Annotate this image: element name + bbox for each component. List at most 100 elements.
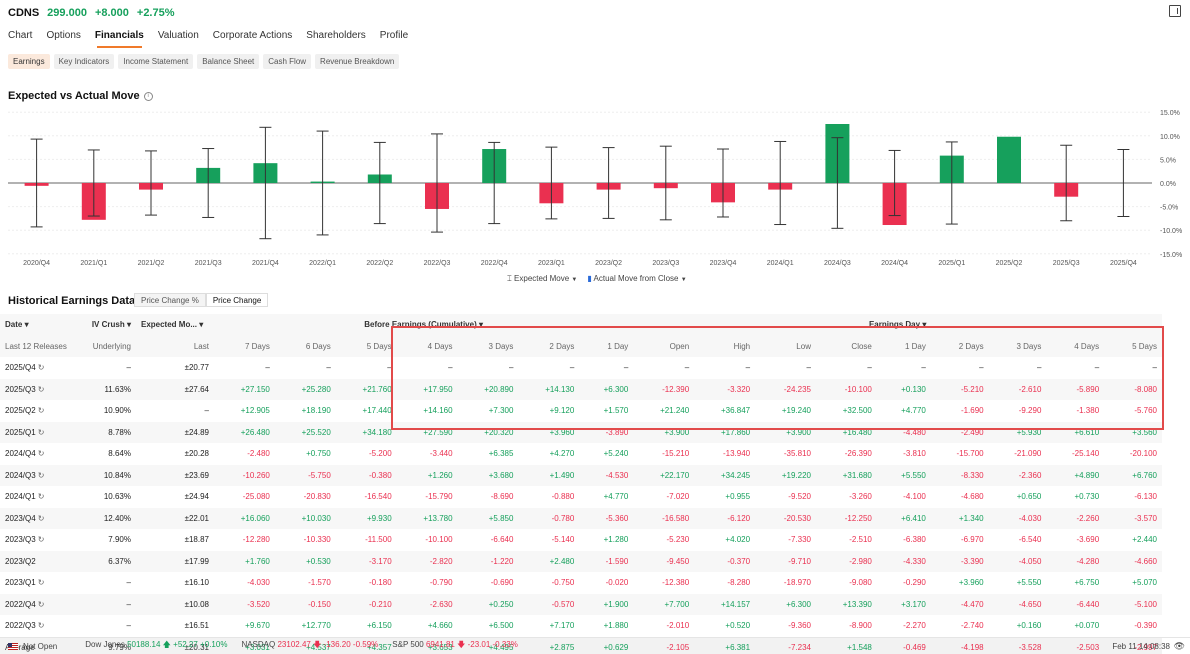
tab-profile[interactable]: Profile xyxy=(379,30,409,41)
table-row[interactable]: 2024/Q3 ↻ 10.84% ±23.69 -10.260 -5.750 -0.380 +… xyxy=(0,464,1162,486)
history-icon[interactable]: ↻ xyxy=(37,492,45,502)
table-cell: +1.900 xyxy=(603,599,629,609)
table-cell: – xyxy=(126,599,131,609)
table-row[interactable]: 2023/Q2 6.37% ±17.99 +1.760 +0.530 -3.170 -2.8… xyxy=(0,550,1162,572)
average-cell: ±20.31 xyxy=(135,636,214,654)
table-cell: -4.650 xyxy=(1018,599,1042,609)
table-row[interactable]: 2024/Q4 ↻ 8.64% ±20.28 -2.480 +0.750 -5.200 -3.… xyxy=(0,443,1162,465)
y-tick-label: 15.0% xyxy=(1160,110,1180,117)
table-cell: +5.550 xyxy=(901,470,926,480)
table-cell: +12.770 xyxy=(301,621,331,631)
table-row[interactable]: 2025/Q1 ↻ 8.78% ±24.89 +26.480 +25.520 +34.180… xyxy=(0,421,1162,443)
history-icon[interactable]: ↻ xyxy=(37,427,45,437)
history-icon[interactable]: ↻ xyxy=(37,578,45,588)
eye-icon[interactable]: 👁 xyxy=(1173,640,1185,651)
col-expected-move[interactable]: Expected Mo... ▾ xyxy=(140,320,204,330)
tab-shareholders[interactable]: Shareholders xyxy=(306,30,366,41)
table-cell: -2.260 xyxy=(1076,513,1100,523)
tab-financials[interactable]: Financials xyxy=(95,30,144,48)
legend-expected-move[interactable]: ⌶ Expected Move ▼ xyxy=(507,274,578,283)
table-cell: +6.410 xyxy=(901,513,926,523)
subtab-earnings[interactable]: Earnings xyxy=(8,54,50,69)
history-icon[interactable]: ↻ xyxy=(37,513,45,523)
table-row[interactable]: 2025/Q4 ↻ – ±20.77 – – – – – – – – – – – – – – – – xyxy=(0,357,1162,379)
subtab-balance-sheet[interactable]: Balance Sheet xyxy=(197,54,260,69)
table-cell: +4.270 xyxy=(549,449,575,459)
table-cell: -5.210 xyxy=(960,384,984,394)
table-cell: +21.240 xyxy=(660,406,690,416)
col-earnings-day[interactable]: Earnings Day ▾ xyxy=(868,320,927,330)
table-cell: -6.130 xyxy=(1134,492,1157,502)
subtab-cash-flow[interactable]: Cash Flow xyxy=(263,54,312,69)
table-cell: +3.960 xyxy=(958,578,984,588)
subheader-cell: 3 Days xyxy=(1016,341,1042,351)
index-quote[interactable]: S&P 500 6941.81 🡇 -23.01 -0.33% xyxy=(392,640,518,649)
table-cell: +4.020 xyxy=(725,535,751,545)
tab-chart[interactable]: Chart xyxy=(8,30,33,41)
history-icon[interactable]: ↻ xyxy=(37,406,45,416)
table-cell: +17.860 xyxy=(720,427,751,437)
tab-options[interactable]: Options xyxy=(46,30,81,41)
table-cell: +6.750 xyxy=(1074,578,1100,588)
toggle-price-change-pct[interactable]: Price Change % xyxy=(134,293,206,307)
table-cell: -3.260 xyxy=(849,492,872,502)
table-row[interactable]: 2024/Q1 ↻ 10.63% ±24.94 -25.080 -20.830 -16.54… xyxy=(0,486,1162,508)
history-icon[interactable]: ↻ xyxy=(37,599,45,609)
table-row[interactable]: 2025/Q2 ↻ 10.90% – +12.905 +18.190 +17.440 +14.… xyxy=(0,400,1162,422)
history-icon[interactable]: ↻ xyxy=(37,470,45,480)
table-cell: – xyxy=(126,363,131,373)
subtab-income-statement[interactable]: Income Statement xyxy=(118,54,194,69)
table-cell: +14.160 xyxy=(423,406,453,416)
history-icon[interactable]: ↻ xyxy=(37,384,45,394)
table-cell: ±22.01 xyxy=(184,513,209,523)
x-tick-label: 2021/Q1 xyxy=(80,260,107,267)
table-cell: +4.770 xyxy=(603,492,629,502)
table-row[interactable]: 2023/Q4 ↻ 12.40% ±22.01 +16.060 +10.030 +9.930… xyxy=(0,507,1162,529)
table-cell: -5.230 xyxy=(666,535,690,545)
table-row[interactable]: 2023/Q3 ↻ 7.90% ±18.87 -12.280 -10.330 -11.500… xyxy=(0,529,1162,551)
table-row[interactable]: 2022/Q4 ↻ – ±10.08 -3.520 -0.150 -0.210 -2.630 +… xyxy=(0,593,1162,615)
subheader-cell: 4 Days xyxy=(427,341,453,351)
table-cell: +3.680 xyxy=(488,470,514,480)
subtab-revenue-breakdown[interactable]: Revenue Breakdown xyxy=(315,54,400,69)
table-cell: -4.100 xyxy=(903,492,926,502)
release-date: 2023/Q3 ↻ xyxy=(5,535,45,545)
table-cell: -13.940 xyxy=(722,449,751,459)
history-icon[interactable]: ↻ xyxy=(37,363,45,373)
table-cell: – xyxy=(867,363,872,373)
table-cell: -8.080 xyxy=(1134,384,1157,394)
table-cell: -12.250 xyxy=(844,513,872,523)
table-cell: -1.380 xyxy=(1076,406,1100,416)
x-tick-label: 2023/Q3 xyxy=(652,260,679,267)
ticker-symbol: CDNS xyxy=(8,7,40,19)
tab-corporate-actions[interactable]: Corporate Actions xyxy=(212,30,293,41)
table-cell: +0.070 xyxy=(1074,621,1100,631)
table-cell: +25.520 xyxy=(301,427,331,437)
col-iv-crush[interactable]: IV Crush ▾ xyxy=(91,320,131,330)
toggle-price-change[interactable]: Price Change xyxy=(205,293,269,307)
price-change-toggle: Price Change % Price Change xyxy=(134,293,269,307)
subtab-key-indicators[interactable]: Key Indicators xyxy=(53,54,115,69)
subheader-cell: Close xyxy=(851,341,872,351)
table-row[interactable]: 2025/Q3 ↻ 11.63% ±27.64 +27.150 +25.280 +21.76… xyxy=(0,378,1162,400)
average-cell: +4.495 xyxy=(457,636,519,654)
history-icon[interactable]: ↻ xyxy=(37,535,45,545)
average-cell: +6.381 xyxy=(694,636,756,654)
legend-actual-move[interactable]: ▮ Actual Move from Close ▼ xyxy=(587,274,687,283)
history-icon[interactable]: ↻ xyxy=(37,621,45,631)
expand-panel-icon[interactable] xyxy=(1169,5,1181,17)
tab-valuation[interactable]: Valuation xyxy=(157,30,199,41)
info-icon[interactable]: i xyxy=(143,91,153,101)
history-icon[interactable]: ↻ xyxy=(37,449,45,459)
subheader-cell: 1 Day xyxy=(607,341,629,351)
table-row[interactable]: 2023/Q1 ↻ – ±16.10 -4.030 -1.570 -0.180 -0.790 -… xyxy=(0,572,1162,594)
table-row[interactable]: 2022/Q3 ↻ – ±16.51 +9.670 +12.770 +6.150 +4.660… xyxy=(0,615,1162,637)
index-quote[interactable]: Dow Jones 50188.14 🡅 +52.27 +0.10% xyxy=(85,640,228,649)
col-before-earnings[interactable]: Before Earnings (Cumulative) ▾ xyxy=(364,320,483,330)
table-cell: -0.690 xyxy=(490,578,514,588)
table-cell: – xyxy=(204,406,209,416)
release-date: 2025/Q1 ↻ xyxy=(5,427,45,437)
index-quote[interactable]: NASDAQ 23102.47 🡇 -136.20 -0.59% xyxy=(241,640,379,649)
col-date[interactable]: Date ▾ xyxy=(5,320,29,330)
table-cell: ±16.10 xyxy=(184,578,209,588)
